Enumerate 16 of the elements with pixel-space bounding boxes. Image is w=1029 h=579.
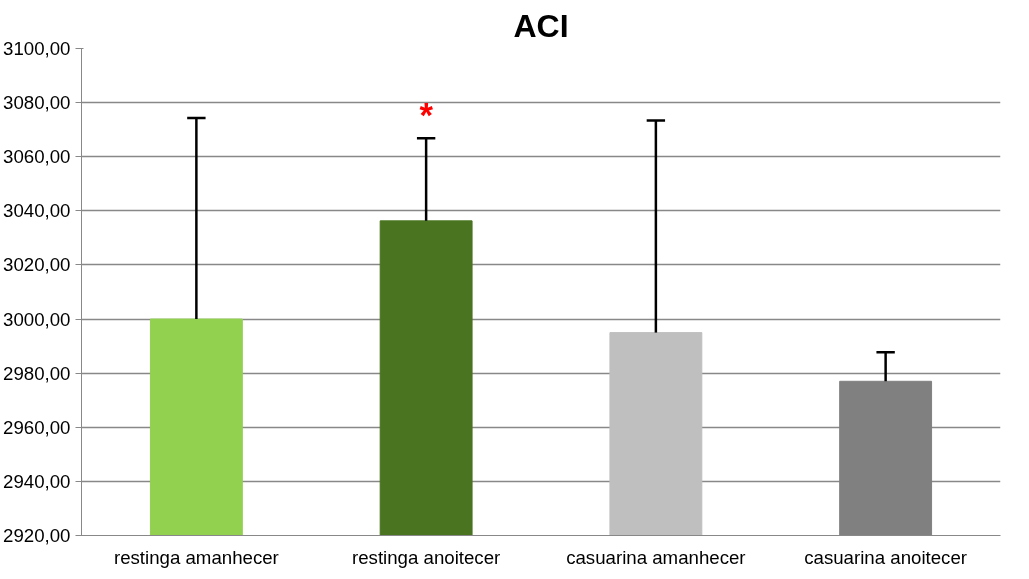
y-tick-label: 3080,00: [3, 92, 71, 114]
x-tick-label: casuarina amanhecer: [566, 546, 746, 568]
y-tick-label: 3060,00: [3, 146, 71, 168]
y-tick-label: 2940,00: [3, 470, 71, 492]
y-tick-label: 2920,00: [3, 525, 71, 546]
chart-title: ACI: [513, 7, 569, 44]
y-tick-label: 3100,00: [3, 38, 71, 59]
y-tick-label: 2980,00: [3, 362, 71, 384]
y-tick-label: 3000,00: [3, 308, 71, 330]
x-tick-label: restinga anoitecer: [351, 546, 501, 568]
x-tick-label: casuarina anoitecer: [804, 546, 968, 568]
y-tick-label: 3020,00: [3, 254, 71, 276]
annotation: *: [419, 96, 434, 135]
y-tick-label: 2960,00: [3, 416, 71, 438]
x-tick-label: restinga amanhecer: [113, 546, 279, 568]
y-tick-label: 3040,00: [3, 200, 71, 222]
